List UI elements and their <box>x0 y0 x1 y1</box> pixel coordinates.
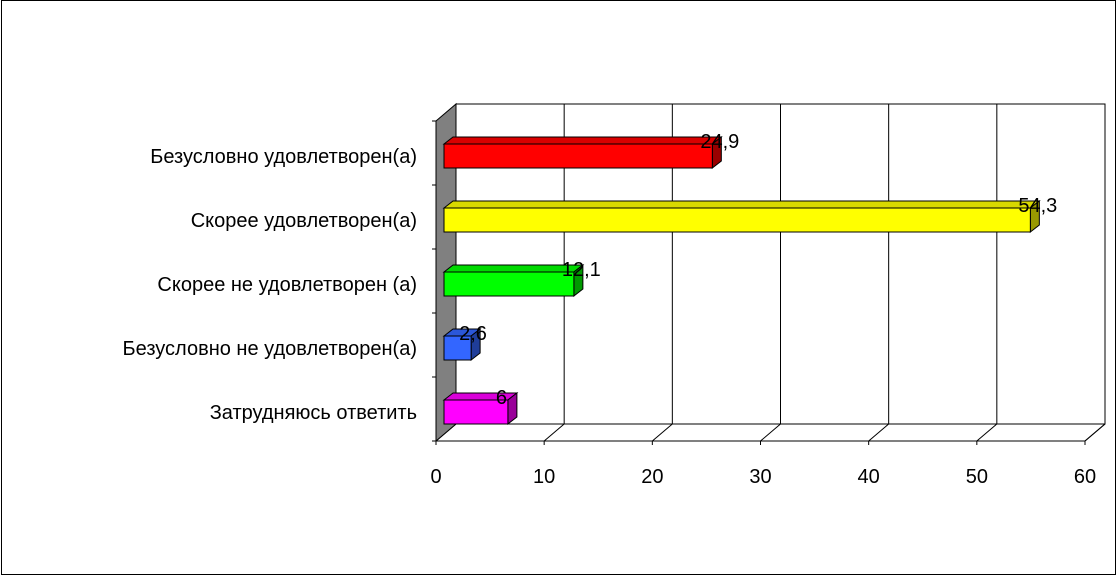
bar <box>443 399 509 425</box>
data-label: 54,3 <box>1018 195 1057 217</box>
category-label: Скорее удовлетворен(а) <box>191 210 417 232</box>
category-label: Скорее не удовлетворен (а) <box>157 274 417 296</box>
floor-gridline <box>868 423 889 442</box>
x-tick-label: 10 <box>533 466 555 488</box>
category-label: Безусловно не удовлетворен(а) <box>123 338 417 360</box>
x-tick-label: 40 <box>858 466 880 488</box>
data-label: 24,9 <box>700 131 739 153</box>
floor-right-edge <box>1084 423 1106 442</box>
bar-top <box>442 136 723 145</box>
x-tick-label: 30 <box>749 466 771 488</box>
category-label: Безусловно удовлетворен(а) <box>150 146 417 168</box>
x-tick-label: 50 <box>966 466 988 488</box>
floor-gridline <box>976 423 998 442</box>
floor-gridline <box>543 423 565 442</box>
floor-gridline <box>652 423 673 442</box>
data-label: 2,6 <box>459 323 487 345</box>
category-label: Затрудняюсь ответить <box>210 402 417 424</box>
x-tick-label: 0 <box>430 466 441 488</box>
bar <box>443 143 713 169</box>
bar <box>443 207 1031 233</box>
data-label: 12,1 <box>562 259 601 281</box>
bar <box>443 271 575 297</box>
bar <box>443 335 472 361</box>
floor-gridline <box>760 423 781 442</box>
x-tick-label: 20 <box>641 466 663 488</box>
data-label: 6 <box>496 387 507 409</box>
x-tick-label: 60 <box>1074 466 1096 488</box>
bar-top <box>442 200 1041 209</box>
